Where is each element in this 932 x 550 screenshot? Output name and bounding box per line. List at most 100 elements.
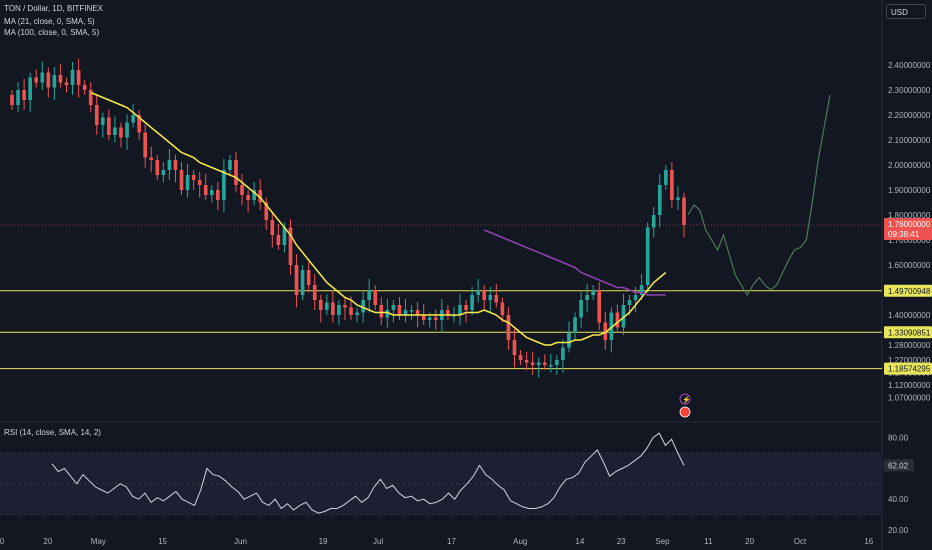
candle-body <box>312 285 317 300</box>
candle-body <box>143 132 148 158</box>
price-tick-label: 2.10000000 <box>888 136 931 145</box>
candle-body <box>403 310 408 315</box>
candle-body <box>58 75 63 83</box>
candle-body <box>173 160 178 170</box>
candle-body <box>555 360 559 365</box>
candle-body <box>191 175 196 180</box>
candle-body <box>40 72 45 83</box>
projection-line <box>687 94 831 297</box>
price-tick-label: 2.30000000 <box>888 86 931 95</box>
candle-body <box>548 365 553 367</box>
candle-body <box>264 202 269 220</box>
candle-body <box>306 270 311 285</box>
price-tick-label: 1.90000000 <box>888 186 931 195</box>
candle-body <box>70 70 75 85</box>
ma21-legend[interactable]: MA (21, close, 0, SMA, 5) <box>4 17 95 26</box>
candle-body <box>52 75 57 88</box>
level-label: 1.49700948 <box>888 287 931 296</box>
level-label-bg <box>884 284 932 297</box>
candle-body <box>179 170 184 190</box>
price-tick-label: 2.40000000 <box>888 61 931 70</box>
price-tick-label: 1.60000000 <box>888 261 931 270</box>
price-tick-label: 1.12000000 <box>888 381 931 390</box>
candle-body <box>355 312 359 315</box>
price-tick-label: 1.07000000 <box>888 394 931 403</box>
symbol-title: TON / Dollar, 1D, BITFINEX <box>4 4 103 13</box>
candle-body <box>240 185 244 195</box>
x-tick-label: 23 <box>617 537 626 546</box>
lightning-icon: ⚡ <box>682 395 691 404</box>
candle-body <box>458 305 462 315</box>
candle-body <box>597 290 602 323</box>
candle-body <box>446 310 450 315</box>
x-tick-label: 16 <box>864 537 873 546</box>
rsi-tick-label: 40.00 <box>888 495 909 504</box>
candle-body <box>573 317 577 333</box>
candle-body <box>409 310 414 312</box>
candle-body <box>561 347 565 360</box>
x-tick-label: Jun <box>234 537 247 546</box>
candle-body <box>524 360 529 363</box>
candle-body <box>216 190 220 200</box>
candle-body <box>585 295 589 300</box>
x-tick-label: 20 <box>745 537 754 546</box>
candle-body <box>615 312 620 328</box>
candle-body <box>482 290 487 300</box>
x-tick-label: 14 <box>575 537 584 546</box>
candle-body <box>682 197 686 225</box>
candle-body <box>113 127 117 135</box>
candle-body <box>464 305 468 310</box>
candle-body <box>500 302 505 315</box>
candle-body <box>203 185 208 195</box>
rsi-tick-label: 20.00 <box>888 526 909 535</box>
candle-body <box>373 290 378 305</box>
x-tick-label: 20 <box>43 537 52 546</box>
currency-button[interactable]: USD <box>886 4 926 19</box>
last-price-bg <box>884 218 932 240</box>
candle-body <box>542 362 547 365</box>
candle-body <box>300 270 305 295</box>
candle-body <box>76 70 81 85</box>
candle-body <box>567 332 571 348</box>
candle-body <box>167 160 172 170</box>
level-label: 1.33090851 <box>888 328 931 337</box>
ma21-line <box>90 91 667 346</box>
candle-body <box>258 190 263 203</box>
candle-body <box>276 235 281 245</box>
candle-body <box>621 305 626 328</box>
candle-body <box>518 355 523 360</box>
x-tick-label: 15 <box>158 537 167 546</box>
x-tick-label: May <box>91 537 106 546</box>
candle-body <box>88 90 93 105</box>
candle-body <box>470 295 474 310</box>
candle-body <box>161 170 166 175</box>
rsi-value-bg <box>884 459 914 472</box>
x-tick-label: Oct <box>794 537 807 546</box>
price-tick-label: 2.20000000 <box>888 111 931 120</box>
candle-body <box>16 90 20 105</box>
rsi-legend[interactable]: RSI (14, close, SMA, 14, 2) <box>4 428 101 437</box>
candle-body <box>119 127 123 138</box>
x-tick-label: 17 <box>447 537 456 546</box>
candle-body <box>82 85 87 90</box>
lightning-icon <box>679 393 691 405</box>
candle-body <box>28 77 32 100</box>
ma100-legend[interactable]: MA (100, close, 0, SMA, 5) <box>4 28 100 37</box>
level-label-bg <box>884 326 932 339</box>
candle-body <box>512 340 517 355</box>
candle-body <box>270 220 275 235</box>
candle-body <box>488 295 493 300</box>
rsi-tick-label: 80.00 <box>888 434 909 443</box>
candle-body <box>246 195 250 200</box>
last-price-label: 1.76000000 <box>888 220 931 229</box>
candle-body <box>361 300 365 313</box>
candle-body <box>639 285 644 295</box>
candle-body <box>379 305 384 318</box>
candle-body <box>324 302 329 310</box>
countdown-label: 09:38:41 <box>888 230 920 239</box>
candle-body <box>337 305 341 315</box>
candle-body <box>433 317 438 320</box>
level-label: 1.18574295 <box>888 365 931 374</box>
price-tick-label: 1.28000000 <box>888 341 931 350</box>
